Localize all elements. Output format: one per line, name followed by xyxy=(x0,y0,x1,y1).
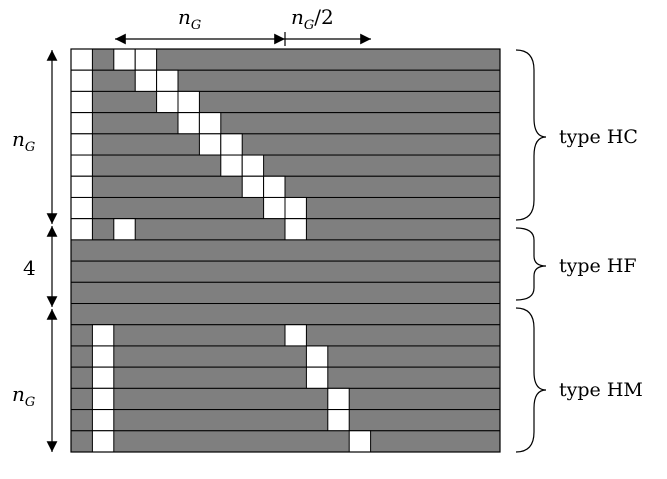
matrix-frame xyxy=(70,48,501,453)
hm-brace xyxy=(515,307,547,453)
type-hm-label: type HM xyxy=(559,379,643,401)
matrix-white-cell xyxy=(241,154,265,177)
matrix-row xyxy=(70,112,501,135)
matrix-white-cell xyxy=(113,218,136,241)
hf-count-label: 4 xyxy=(23,256,36,280)
matrix-rows xyxy=(70,48,501,453)
matrix-white-cell xyxy=(327,409,350,432)
matrix-white-cell xyxy=(177,90,200,114)
matrix-row xyxy=(70,90,501,114)
matrix-white-cell xyxy=(284,196,307,220)
matrix-white-cell xyxy=(134,48,158,71)
matrix-white-cell xyxy=(348,430,372,453)
hf-brace xyxy=(515,227,547,301)
matrix-white-cell xyxy=(113,48,136,71)
matrix-white-cell xyxy=(284,218,307,241)
matrix-white-cell xyxy=(263,175,286,198)
matrix-white-cell xyxy=(70,90,93,114)
matrix-row xyxy=(70,133,501,156)
matrix-row xyxy=(70,303,501,326)
matrix-white-cell xyxy=(156,69,179,92)
matrix-white-cell xyxy=(70,218,93,241)
matrix-white-cell xyxy=(177,112,200,135)
ng-top-label: nG xyxy=(178,5,201,33)
matrix-white-cell xyxy=(305,345,329,368)
type-hc-label: type HC xyxy=(559,126,638,148)
matrix-white-cell xyxy=(156,90,179,114)
type-hf-label: type HF xyxy=(559,255,637,277)
matrix-row xyxy=(70,154,501,177)
matrix-white-cell xyxy=(70,133,93,156)
matrix-white-cell xyxy=(91,430,115,453)
matrix-white-cell xyxy=(305,366,329,389)
matrix-row xyxy=(70,409,501,432)
matrix-row xyxy=(70,260,501,283)
matrix-white-cell xyxy=(91,345,115,368)
matrix-row xyxy=(70,366,501,389)
matrix-white-cell xyxy=(70,69,93,92)
matrix-white-cell xyxy=(70,112,93,135)
matrix-row xyxy=(70,239,501,262)
matrix-white-cell xyxy=(91,409,115,432)
matrix-white-cell xyxy=(198,112,222,135)
matrix-white-cell xyxy=(220,133,243,156)
matrix-row xyxy=(70,345,501,368)
matrix-white-cell xyxy=(198,133,222,156)
matrix-white-cell xyxy=(91,387,115,411)
matrix-white-cell xyxy=(70,48,93,71)
matrix-white-cell xyxy=(70,154,93,177)
hc-brace xyxy=(515,49,547,221)
matrix-white-cell xyxy=(263,196,286,220)
matrix-white-cell xyxy=(91,366,115,389)
matrix-white-cell xyxy=(220,154,243,177)
matrix-white-cell xyxy=(241,175,265,198)
ng-half-top-label: nG/2 xyxy=(291,5,334,33)
matrix-row xyxy=(70,387,501,411)
matrix-white-cell xyxy=(134,69,158,92)
matrix-white-cell xyxy=(327,387,350,411)
matrix-white-cell xyxy=(70,175,93,198)
matrix-white-cell xyxy=(91,324,115,347)
hm-ng-label: nG xyxy=(12,382,35,410)
matrix-white-cell xyxy=(284,324,307,347)
matrix-row xyxy=(70,281,501,305)
hc-ng-label: nG xyxy=(12,127,35,155)
matrix-white-cell xyxy=(70,196,93,220)
matrix-row xyxy=(70,430,501,453)
